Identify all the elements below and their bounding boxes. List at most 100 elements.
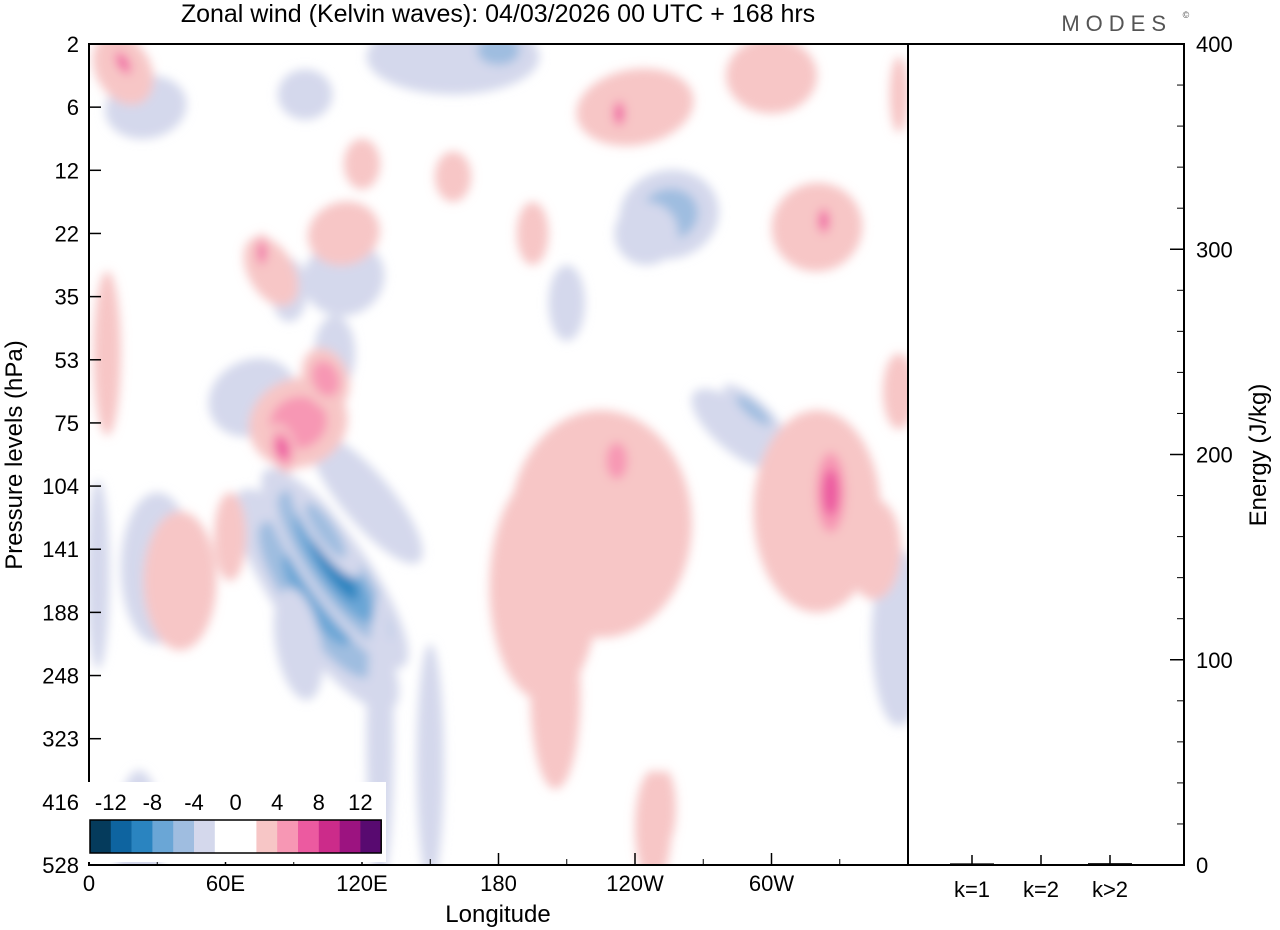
contour-level — [416, 643, 444, 865]
brand-mark: © — [1183, 10, 1190, 20]
contour-level — [882, 353, 908, 430]
y-tick-label: 12 — [55, 158, 79, 183]
wind-anomaly-2 — [290, 482, 361, 578]
energy-panel-frame — [907, 43, 1185, 866]
wind-contours — [89, 44, 908, 865]
contour-level — [606, 442, 628, 480]
wind-anomaly-52 — [343, 138, 381, 190]
wind-anomaly-33 — [143, 511, 217, 651]
wind-anomaly-4 — [310, 433, 423, 564]
x-tick-label: 60E — [206, 871, 245, 896]
wind-anomaly-22 — [548, 265, 585, 341]
energy-axis-ticks: 0 100 200 300 400 — [1170, 32, 1233, 878]
y-axis-ticks: 2 6 12 22 35 53 75 104 141 188 248 323 416 528 — [42, 32, 101, 878]
colorbar-swatch — [235, 820, 257, 853]
contour-level — [889, 56, 908, 133]
contour-level — [653, 770, 676, 847]
y-tick-label: 528 — [42, 853, 79, 878]
contour-level — [118, 55, 129, 70]
contour-level — [820, 213, 828, 229]
colorbar-swatch — [214, 820, 236, 853]
energy-tick-label: 400 — [1196, 32, 1233, 57]
colorbar-label: 4 — [271, 790, 283, 815]
colorbar-frame — [89, 819, 382, 854]
colorbar-label: 0 — [229, 790, 241, 815]
wind-anomaly-45 — [576, 68, 694, 146]
contour-level — [311, 360, 340, 397]
wind-anomaly-20 — [723, 384, 784, 437]
wind-anomaly-41 — [307, 201, 380, 266]
wind-anomaly-37 — [301, 348, 350, 410]
wind-anomaly-16 — [462, 44, 535, 76]
contour-level — [516, 201, 549, 266]
contour-level — [576, 68, 694, 146]
contour-level — [434, 151, 472, 202]
y-tick-label: 53 — [55, 348, 79, 373]
brand-text: MODES — [1061, 11, 1172, 36]
colorbar-swatch — [110, 820, 132, 853]
contour-level — [726, 44, 817, 114]
contour-level — [846, 498, 902, 600]
wind-anomaly-28 — [598, 429, 635, 493]
colorbar-swatch — [298, 820, 320, 853]
contour-level — [530, 599, 581, 790]
wind-anomaly-9 — [89, 479, 110, 670]
energy-tick-label: 0 — [1196, 853, 1208, 878]
y-tick-label: 2 — [67, 32, 79, 57]
contour-level — [143, 511, 217, 651]
contour-level — [343, 138, 381, 190]
y-tick-label: 22 — [55, 221, 79, 246]
contour-level — [282, 554, 351, 646]
wind-anomaly-49 — [110, 45, 136, 80]
contour-level — [259, 244, 265, 261]
modes-logo: MODES © — [1061, 10, 1189, 36]
x-tick-label: 0 — [83, 871, 95, 896]
x-axis-title: Longitude — [445, 901, 550, 928]
contour-level — [89, 479, 110, 670]
wind-anomaly-47 — [726, 44, 817, 114]
energy-category-labels: k=1 k=2 k>2 — [954, 855, 1128, 902]
chart-title: Zonal wind (Kelvin waves): 04/03/2026 00… — [181, 0, 815, 28]
y-tick-label: 323 — [42, 727, 79, 752]
energy-tick-label: 100 — [1196, 648, 1233, 673]
x-tick-label: 120E — [336, 871, 387, 896]
wind-anomaly-6 — [416, 643, 444, 865]
x-tick-label: 180 — [480, 871, 517, 896]
colorbar-label: -4 — [184, 790, 204, 815]
contour-level — [277, 69, 333, 120]
colorbar-label: 8 — [313, 790, 325, 815]
category-label: k=2 — [1023, 877, 1059, 902]
y-tick-label: 35 — [55, 285, 79, 310]
wind-anomaly-36 — [267, 423, 298, 473]
contour-level — [548, 265, 585, 341]
contour-level — [305, 502, 347, 558]
contour-level — [276, 438, 289, 459]
colorbar-swatch — [131, 820, 153, 853]
contour-level — [307, 201, 380, 266]
contour-level — [214, 492, 246, 581]
colorbar-swatch — [152, 820, 174, 853]
wind-anomaly-46 — [609, 94, 629, 133]
colorbar-label: 12 — [348, 790, 372, 815]
wind-anomaly-50 — [653, 770, 676, 847]
y-tick-label: 188 — [42, 600, 79, 625]
wind-anomaly-53 — [434, 151, 472, 202]
wind-anomaly-26 — [530, 599, 581, 790]
y-tick-label: 416 — [42, 790, 79, 815]
wind-anomaly-31 — [846, 498, 902, 600]
y-axis-title: Pressure levels (hPa) — [1, 340, 28, 569]
contour-level — [822, 468, 840, 516]
y-tick-label: 6 — [67, 95, 79, 120]
energy-axis-title: Energy (J/kg) — [1245, 384, 1272, 527]
y-tick-label: 141 — [42, 537, 79, 562]
heatmap-area — [89, 44, 908, 865]
contour-level — [93, 271, 121, 436]
wind-anomaly-34 — [214, 492, 246, 581]
colorbar-swatch — [339, 820, 361, 853]
y-tick-label: 248 — [42, 664, 79, 689]
category-label: k=1 — [954, 877, 990, 902]
contour-level — [310, 433, 423, 564]
colorbar-swatch — [277, 820, 299, 853]
colorbar-swatch — [90, 820, 112, 853]
